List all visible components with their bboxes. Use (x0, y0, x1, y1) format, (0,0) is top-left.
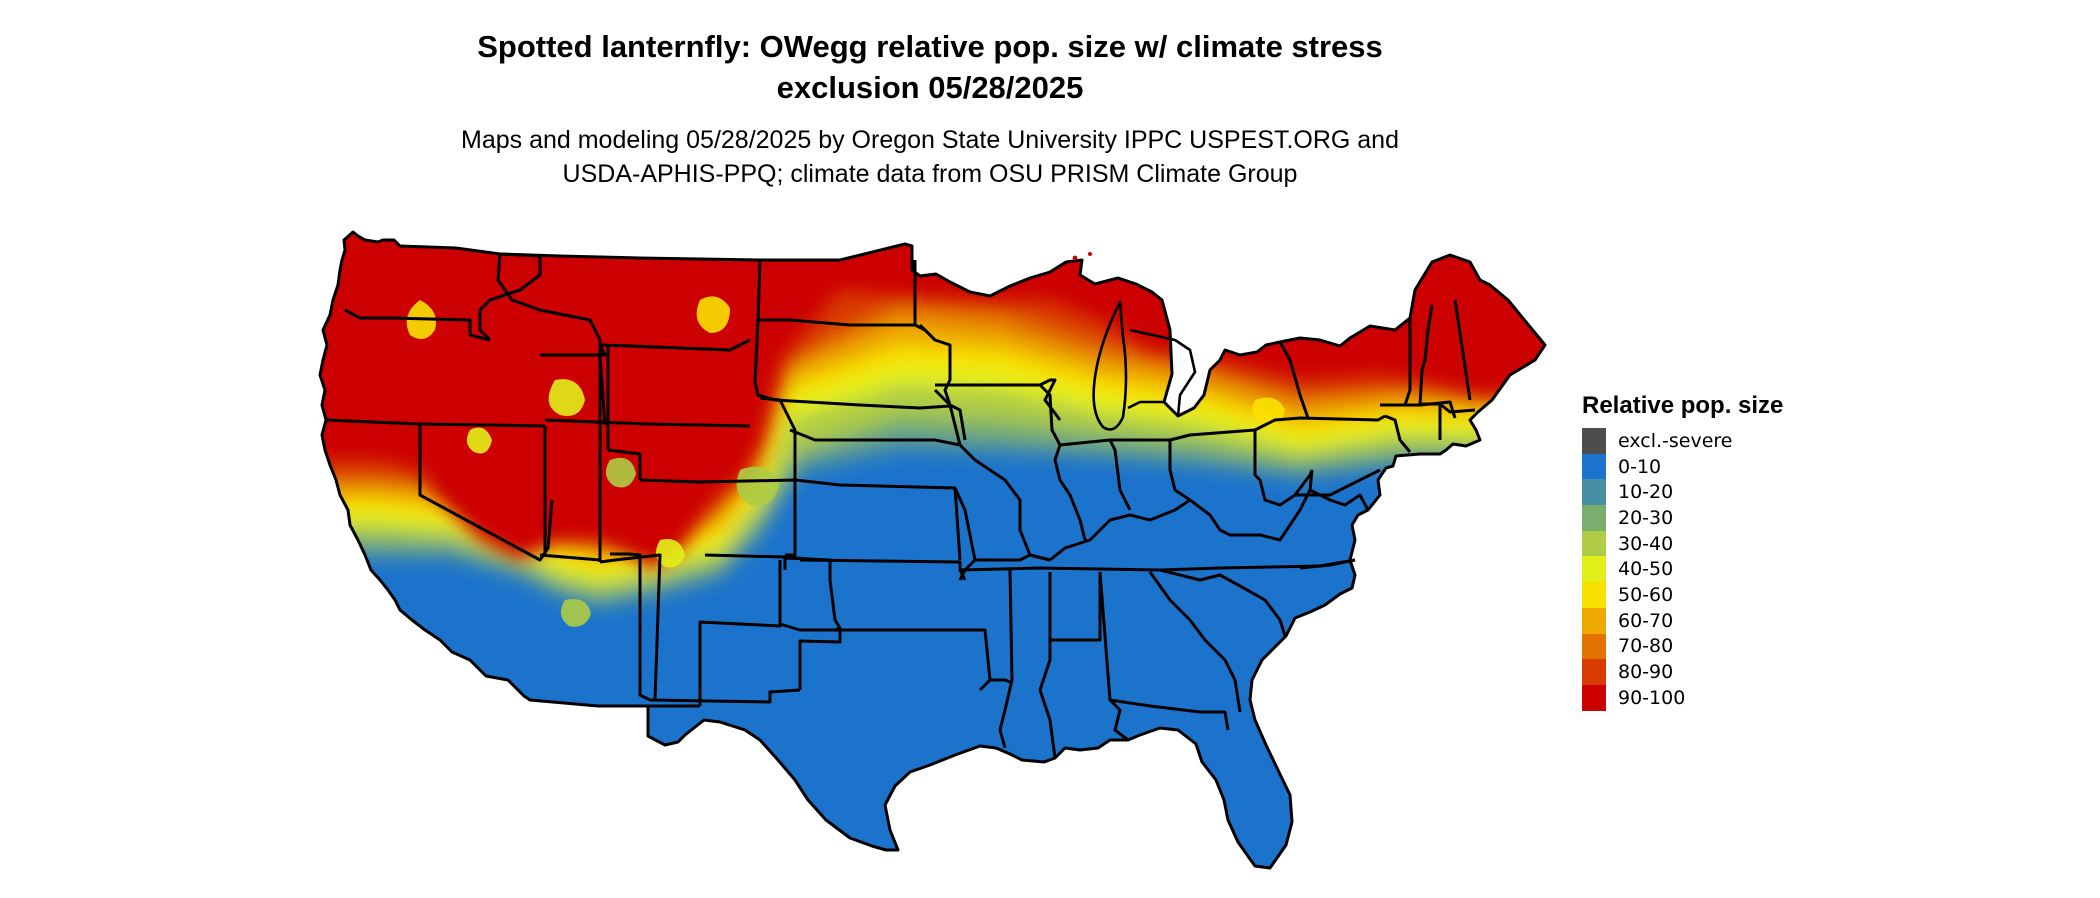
legend-item: 50-60 (1582, 582, 1783, 608)
legend-label: 90-100 (1618, 686, 1686, 709)
mountain-texture (406, 296, 1285, 627)
legend-items: excl.-severe 0-10 10-20 20-30 30-40 40-50 50-6… (1582, 428, 1783, 711)
legend-item: 90-100 (1582, 684, 1783, 711)
map-subtitle-line-2: USDA-APHIS-PPQ; climate data from OSU PR… (562, 160, 1298, 188)
legend-label: 60-70 (1618, 609, 1674, 632)
legend-label: 30-40 (1618, 532, 1674, 555)
legend-swatch (1582, 582, 1606, 608)
legend-item: excl.-severe (1582, 428, 1783, 454)
state-borders (318, 230, 1547, 870)
us-population-map (318, 230, 1547, 870)
legend-label: 70-80 (1618, 635, 1674, 658)
map-subtitle-line-1: Maps and modeling 05/28/2025 by Oregon S… (461, 126, 1399, 154)
map-title-line-1: Spotted lanternfly: OWegg relative pop. … (477, 29, 1383, 64)
legend-label: 0-10 (1618, 455, 1662, 478)
map-subtitle: Maps and modeling 05/28/2025 by Oregon S… (0, 123, 1860, 191)
legend-item: 0-10 (1582, 453, 1783, 480)
legend-swatch (1582, 659, 1606, 685)
legend-title: Relative pop. size (1582, 392, 1784, 419)
legend-swatch (1582, 428, 1606, 454)
legend-swatch (1582, 556, 1606, 583)
legend-label: 10-20 (1618, 481, 1674, 504)
legend-item: 60-70 (1582, 607, 1783, 634)
legend-swatch (1582, 607, 1606, 634)
legend-label: excl.-severe (1618, 429, 1733, 452)
legend-swatch (1582, 530, 1606, 557)
legend-swatch (1582, 633, 1606, 660)
legend-label: 50-60 (1618, 583, 1674, 606)
map-title: Spotted lanternfly: OWegg relative pop. … (0, 26, 1860, 108)
legend-swatch (1582, 479, 1606, 506)
suitability-raster (320, 232, 1545, 868)
legend-label: 40-50 (1618, 558, 1674, 581)
legend-item: 40-50 (1582, 556, 1783, 583)
legend-label: 20-30 (1618, 506, 1674, 529)
legend-item: 20-30 (1582, 505, 1783, 531)
legend-item: 10-20 (1582, 479, 1783, 506)
legend-item: 70-80 (1582, 633, 1783, 660)
legend-item: 30-40 (1582, 530, 1783, 557)
map-title-line-2: exclusion 05/28/2025 (776, 70, 1084, 105)
great-lakes-islands (1072, 252, 1152, 322)
map-legend: Relative pop. size excl.-severe 0-10 10-20… (1582, 392, 1783, 711)
legend-swatch (1582, 453, 1606, 480)
legend-swatch (1582, 505, 1606, 531)
legend-swatch (1582, 684, 1606, 711)
legend-item: 80-90 (1582, 659, 1783, 685)
legend-label: 80-90 (1618, 661, 1674, 684)
